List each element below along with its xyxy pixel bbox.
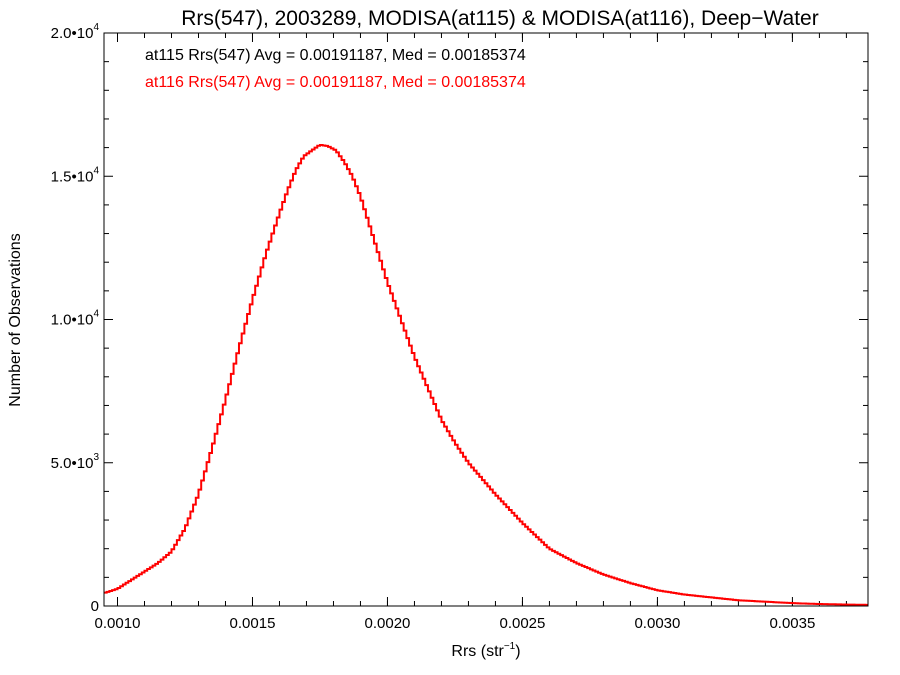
x-tick-label: 0.0025 [499,615,545,632]
x-tick-label: 0.0020 [365,615,411,632]
histogram-line [104,143,868,606]
y-tick-label: 0 [91,598,99,615]
annotation-line: at115 Rrs(547) Avg = 0.00191187, Med = 0… [145,47,526,64]
x-tick-label: 0.0010 [95,615,141,632]
y-tick-label: 1.0•104 [51,309,100,329]
x-tick-label: 0.0035 [769,615,815,632]
plot-frame [103,32,869,607]
x-tick-label: 0.0015 [230,615,276,632]
y-tick-label: 1.5•104 [51,165,100,185]
x-axis-label: Rrs (str−1) [451,641,520,660]
annotations: at115 Rrs(547) Avg = 0.00191187, Med = 0… [145,47,526,91]
x-tick-label: 0.0030 [634,615,680,632]
y-tick-label: 5.0•103 [51,452,100,472]
chart-title: Rrs(547), 2003289, MODISA(at115) & MODIS… [181,7,818,30]
y-axis-label: Number of Observations [7,233,24,406]
y-tick-label: 2.0•104 [51,22,100,42]
annotation-line: at116 Rrs(547) Avg = 0.00191187, Med = 0… [145,74,526,91]
axis-ticks: 0.0010 0.0015 0.0020 0.0025 0.0030 0.0035 0 5.0… [51,22,868,632]
series-group [104,143,868,606]
